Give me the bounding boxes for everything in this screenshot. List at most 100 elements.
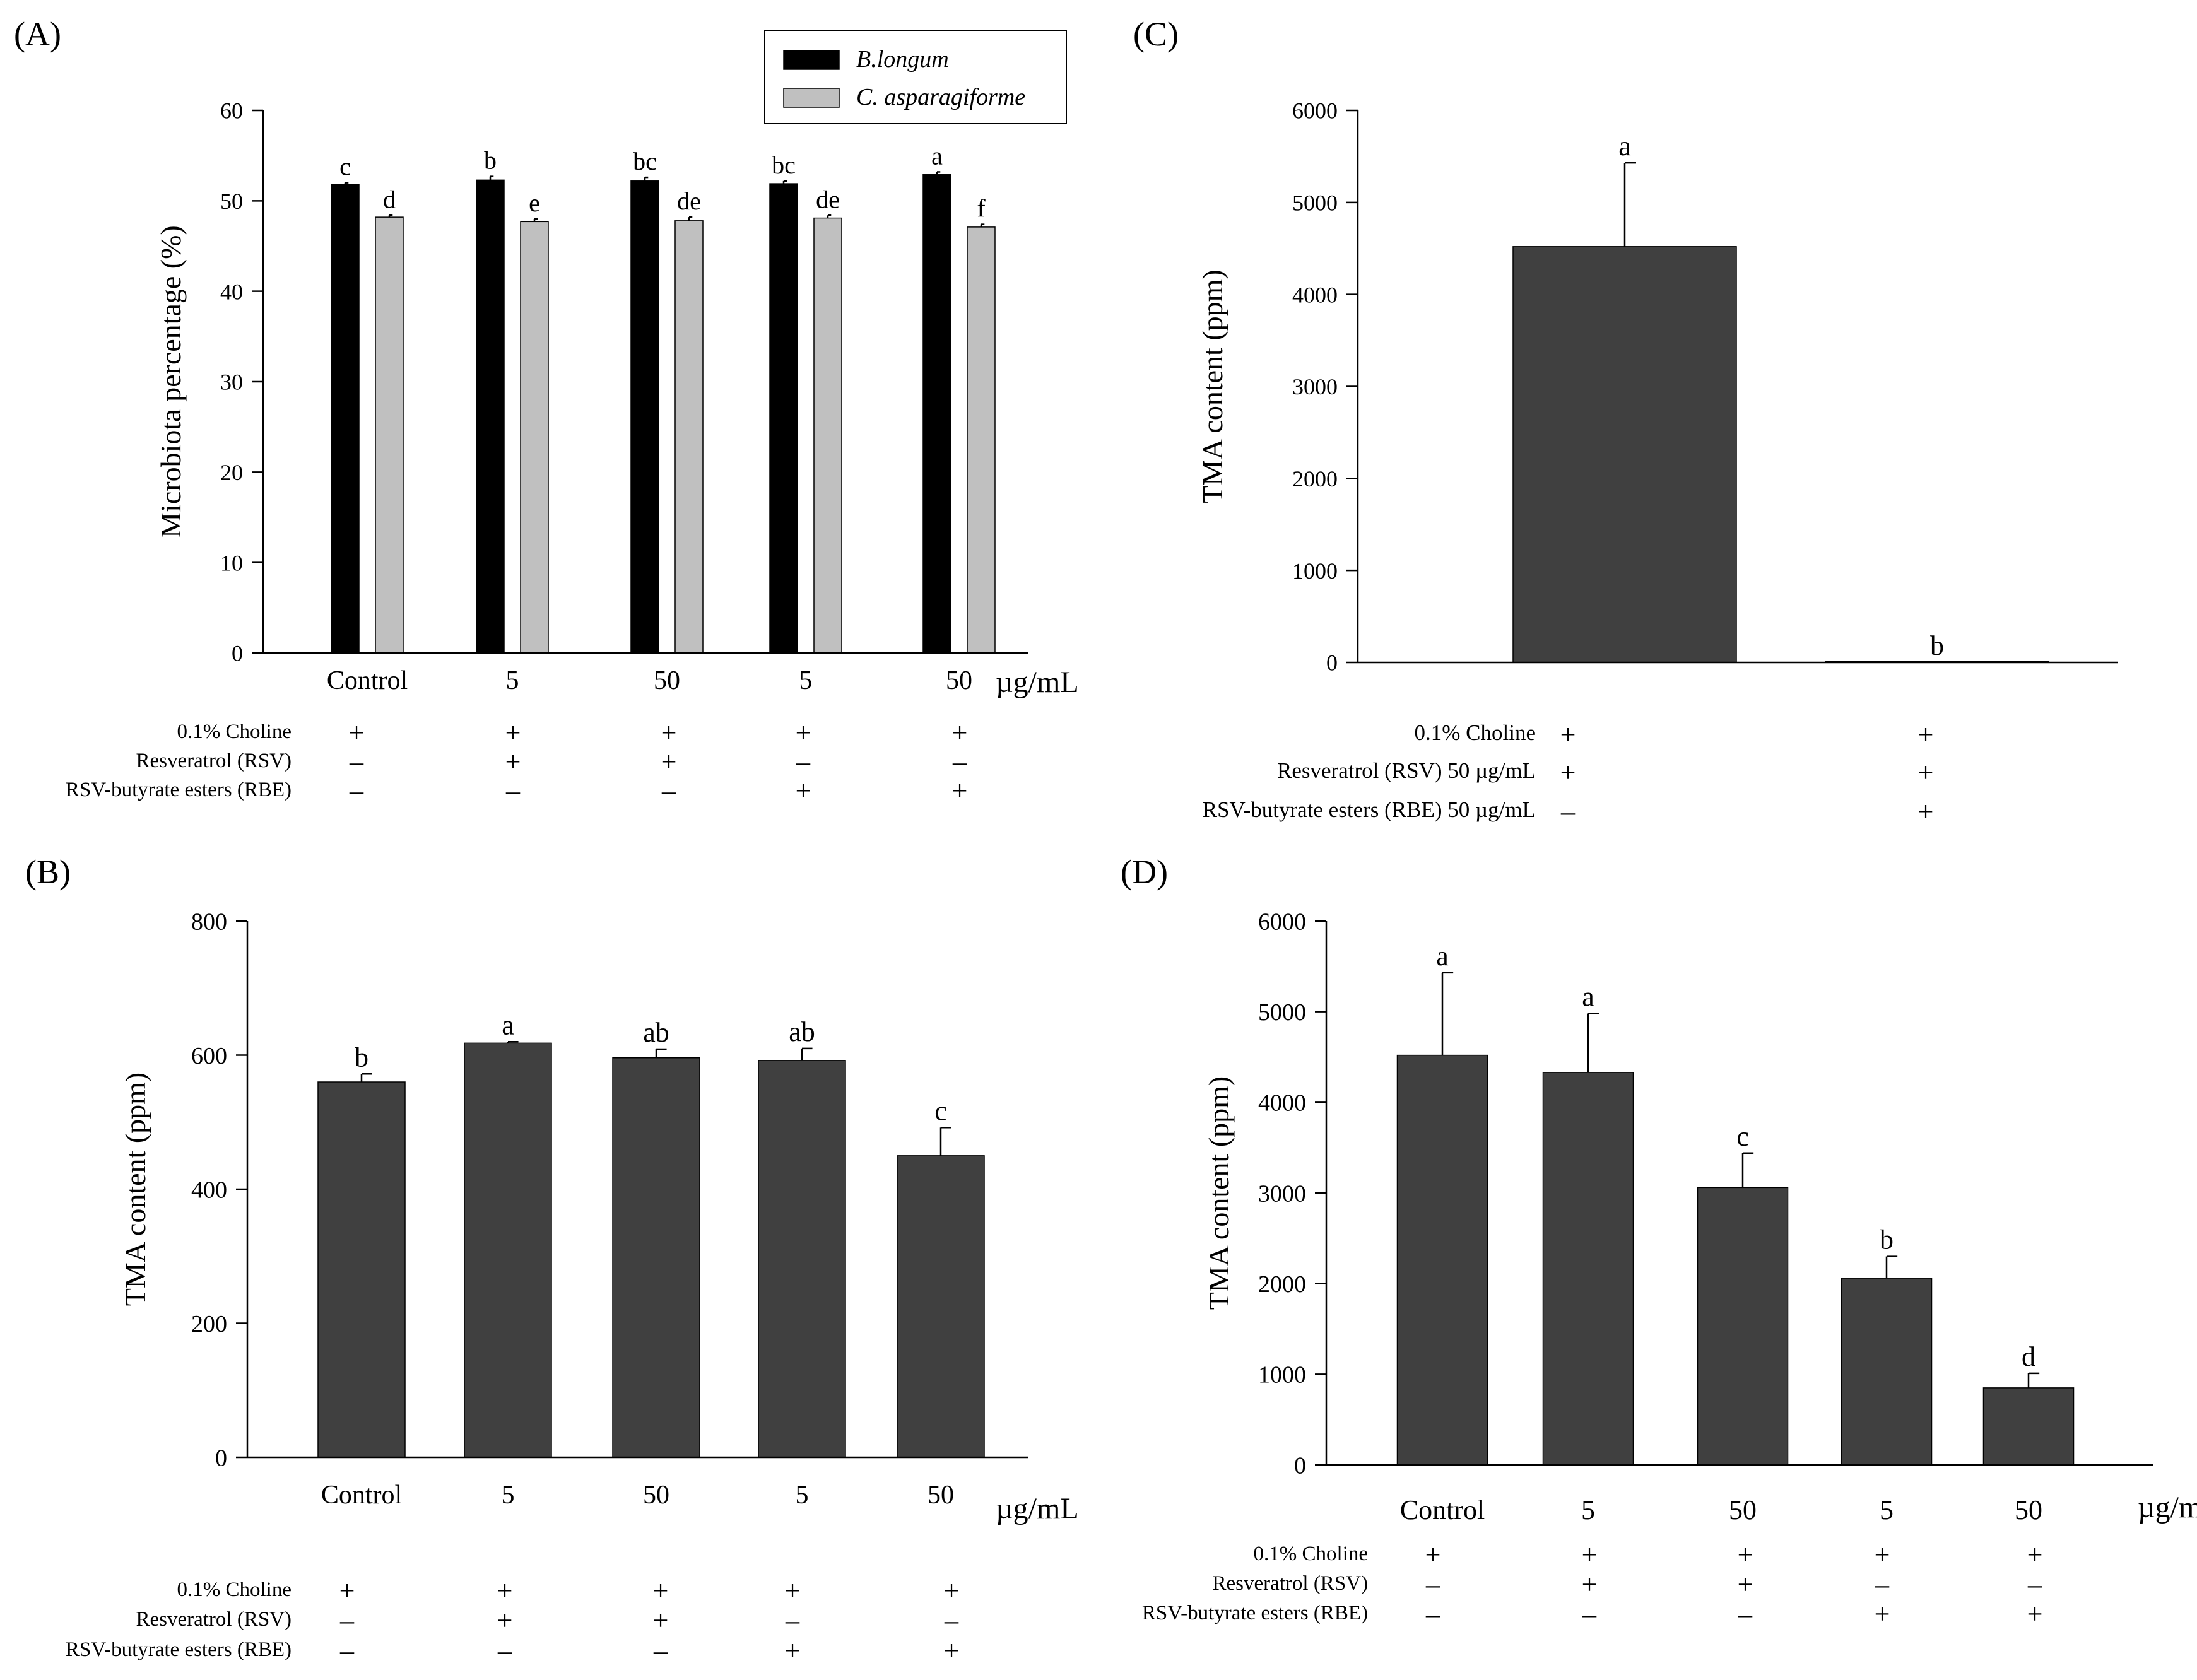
- y-tick-label: 200: [191, 1311, 227, 1337]
- y-axis-label: TMA content (ppm): [119, 1072, 151, 1307]
- plus-sign: +: [796, 775, 811, 806]
- y-tick-label: 1000: [1292, 558, 1338, 584]
- significance-letter: ab: [789, 1016, 815, 1047]
- minus-sign: –: [2027, 1569, 2042, 1600]
- significance-letter: ab: [643, 1017, 669, 1048]
- plus-sign: +: [952, 717, 968, 748]
- legend-label: B.longum: [856, 46, 949, 73]
- plus-sign: +: [339, 1575, 355, 1606]
- bar: [317, 1081, 406, 1458]
- bar: [464, 1042, 552, 1458]
- plus-sign: +: [505, 717, 521, 748]
- category-label: 5: [796, 1481, 809, 1510]
- minus-sign: –: [653, 1635, 668, 1666]
- plus-sign: +: [1582, 1539, 1598, 1570]
- plus-sign: +: [785, 1575, 801, 1606]
- y-tick-label: 0: [232, 641, 243, 666]
- plus-sign: +: [944, 1635, 960, 1666]
- y-axis-label: TMA content (ppm): [1196, 269, 1228, 503]
- plus-sign: +: [1918, 719, 1934, 750]
- y-tick-label: 6000: [1292, 98, 1338, 124]
- y-axis-label: Microbiota percentage (%): [155, 225, 187, 538]
- treatment-row-label: 0.1% Choline: [177, 720, 292, 743]
- minus-sign: –: [1738, 1599, 1753, 1630]
- minus-sign: –: [339, 1605, 355, 1636]
- plus-sign: +: [1560, 757, 1576, 788]
- category-label: 5: [1880, 1495, 1894, 1525]
- y-tick-label: 20: [220, 460, 243, 485]
- significance-letter: a: [931, 141, 943, 170]
- treatment-row-label: RSV-butyrate esters (RBE): [66, 778, 292, 801]
- panel-b: (B) b a ab ab c 0 200 400 600 800 TMA content (ppm)…: [25, 853, 1079, 1666]
- bar: [612, 1057, 700, 1458]
- significance-letter: e: [529, 189, 540, 217]
- panel-label: (C): [1133, 15, 1179, 53]
- minus-sign: –: [1875, 1569, 1890, 1600]
- significance-letter: bc: [633, 147, 657, 175]
- bar: [1396, 1054, 1488, 1466]
- panel-label: (A): [14, 15, 61, 53]
- bar: [520, 221, 549, 654]
- treatment-row-label: 0.1% Choline: [1415, 720, 1536, 745]
- significance-letter: de: [816, 185, 840, 213]
- plus-sign: +: [1560, 719, 1576, 750]
- category-label: Control: [1400, 1495, 1485, 1525]
- minus-sign: –: [349, 775, 364, 806]
- y-tick-label: 800: [191, 908, 227, 935]
- panel-label: (D): [1121, 853, 1168, 891]
- panel-c: (C) a b 0 1000 2000 3000 4000 5000 6000 TMA conten…: [1133, 15, 2118, 827]
- plus-sign: +: [1738, 1569, 1753, 1600]
- category-label: 50: [1729, 1495, 1757, 1525]
- y-tick-label: 600: [191, 1043, 227, 1069]
- y-tick-label: 0: [215, 1445, 227, 1471]
- minus-sign: –: [661, 775, 676, 806]
- treatment-row-label: RSV-butyrate esters (RBE) 50 µg/mL: [1203, 797, 1536, 822]
- plus-sign: +: [497, 1575, 513, 1606]
- y-axis-label: TMA content (ppm): [1203, 1076, 1235, 1310]
- bar: [331, 184, 360, 654]
- y-tick-label: 1000: [1258, 1362, 1306, 1389]
- category-label: 50: [643, 1481, 669, 1510]
- plus-sign: +: [1582, 1569, 1598, 1600]
- bar: [375, 216, 404, 654]
- y-tick-label: 3000: [1292, 374, 1338, 399]
- bar: [1542, 1072, 1634, 1466]
- significance-letter: d: [2022, 1341, 2035, 1372]
- y-tick-label: 10: [220, 550, 243, 575]
- bar: [769, 183, 798, 654]
- category-label: Control: [321, 1481, 402, 1510]
- unit-label: µg/mL: [996, 666, 1079, 699]
- panel-label: (B): [25, 853, 71, 891]
- y-tick-label: 4000: [1292, 282, 1338, 307]
- y-tick-label: 60: [220, 98, 243, 124]
- plus-sign: +: [661, 746, 677, 777]
- minus-sign: –: [944, 1605, 959, 1636]
- legend-swatch: [783, 50, 840, 70]
- y-tick-label: 3000: [1258, 1180, 1306, 1207]
- minus-sign: –: [349, 746, 364, 777]
- category-label: 50: [946, 666, 972, 695]
- unit-label: µg/mL: [2138, 1491, 2197, 1524]
- significance-letter: a: [502, 1009, 514, 1040]
- legend-swatch: [783, 88, 840, 108]
- treatment-row-label: Resveratrol (RSV): [1212, 1572, 1368, 1595]
- significance-letter: f: [977, 194, 986, 223]
- plus-sign: +: [653, 1575, 669, 1606]
- treatment-row-label: RSV-butyrate esters (RBE): [1142, 1602, 1368, 1624]
- plus-sign: +: [944, 1575, 960, 1606]
- treatment-row-label: 0.1% Choline: [1254, 1542, 1368, 1565]
- category-label: 50: [928, 1481, 954, 1510]
- y-tick-label: 2000: [1292, 466, 1338, 491]
- y-tick-label: 2000: [1258, 1271, 1306, 1298]
- treatment-row-label: Resveratrol (RSV) 50 µg/mL: [1277, 758, 1536, 783]
- y-tick-label: 0: [1294, 1452, 1306, 1479]
- significance-letter: c: [339, 153, 351, 181]
- panel-a: (A)c b bc bc ad e de de f0102030405060Microbiota…: [14, 15, 1079, 806]
- minus-sign: –: [785, 1605, 800, 1636]
- plus-sign: +: [1918, 757, 1934, 788]
- significance-letter: c: [934, 1095, 947, 1126]
- minus-sign: –: [796, 746, 811, 777]
- bar: [1697, 1187, 1789, 1466]
- y-tick-label: 30: [220, 370, 243, 395]
